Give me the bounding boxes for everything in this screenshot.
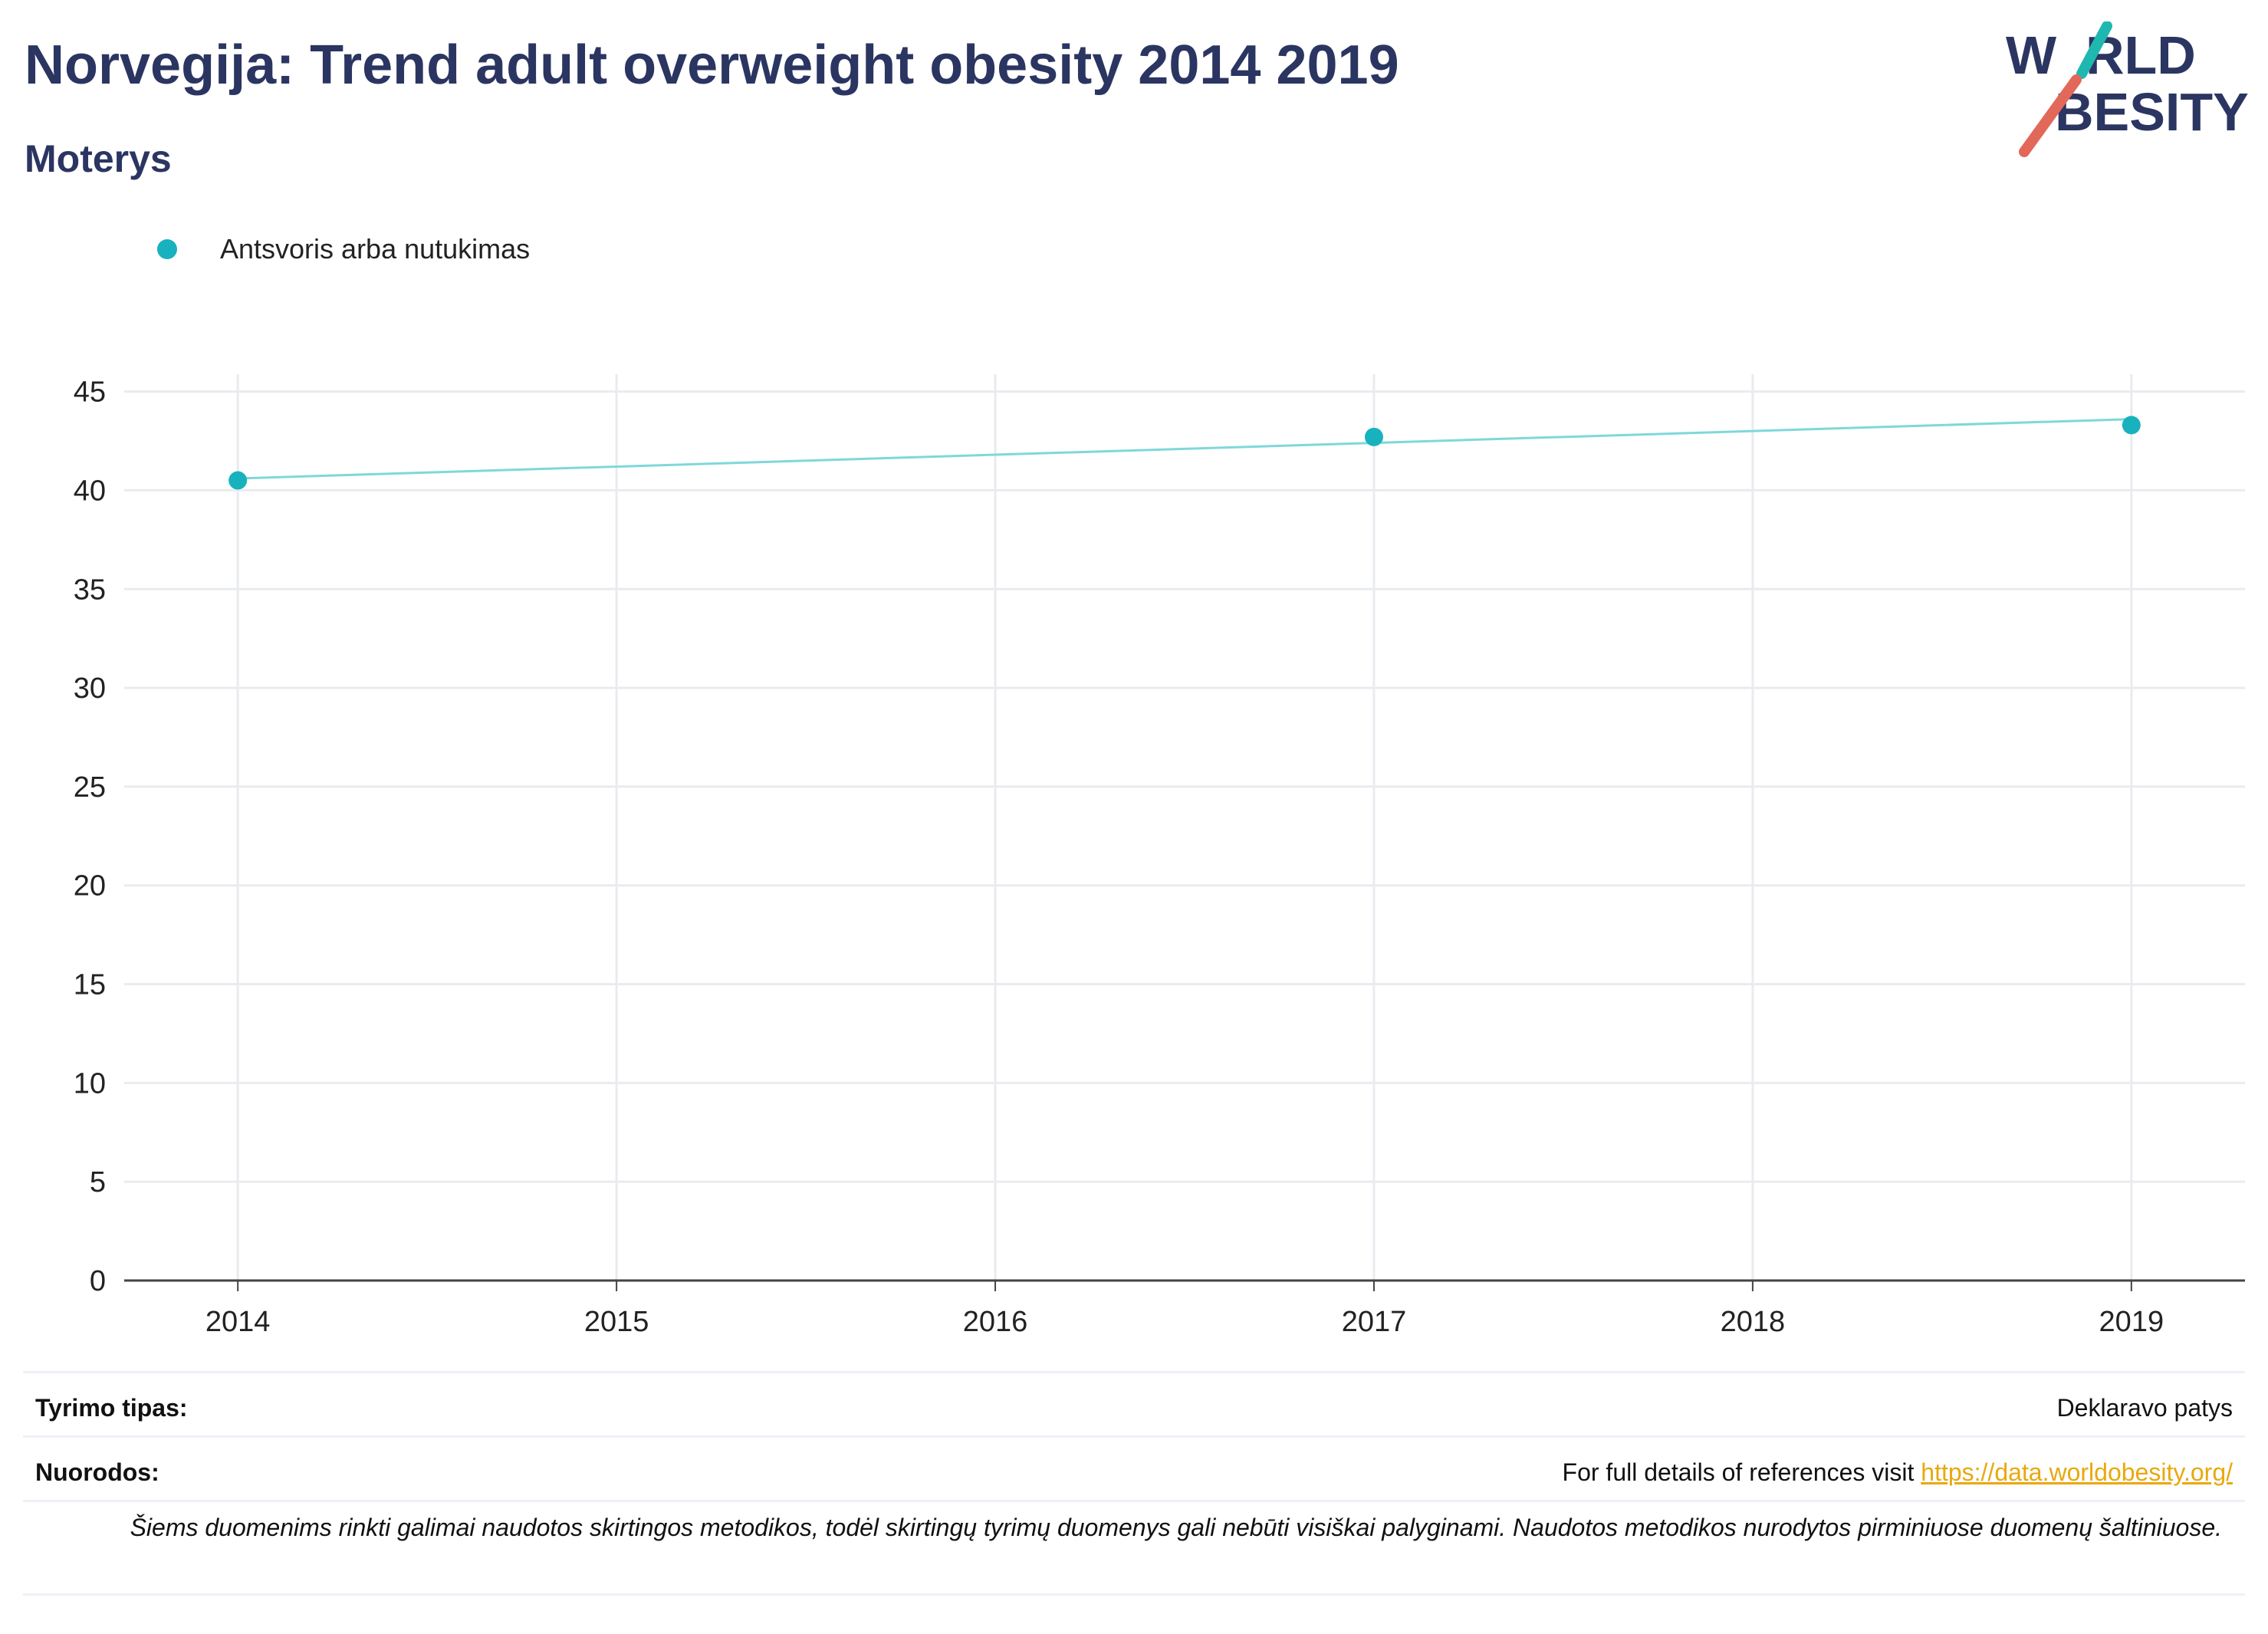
chart-legend[interactable]: Antsvoris arba nutukimas: [157, 230, 530, 268]
chart-subtitle: Moterys: [25, 137, 172, 180]
survey-type-label: Tyrimo tipas:: [35, 1394, 188, 1422]
references-value: For full details of references visit htt…: [1563, 1458, 2233, 1487]
x-tick-label: 2017: [1342, 1306, 1407, 1334]
x-tick-label: 2016: [963, 1306, 1028, 1334]
y-tick-label: 45: [74, 376, 106, 409]
line-chart: 0 5 10 15 20 25 30 35 40 45 2014 2015 2016 2017 2018 20…: [74, 374, 2245, 1334]
divider: [23, 1593, 2245, 1596]
y-tick-label: 30: [74, 672, 106, 705]
references-row: Nuorodos: For full details of references…: [23, 1458, 2245, 1492]
chart-title: Norvegija: Trend adult overweight obesit…: [25, 35, 1399, 96]
survey-type-row: Tyrimo tipas: Deklaravo patys: [23, 1394, 2245, 1428]
divider: [23, 1500, 2245, 1502]
legend-label: Antsvoris arba nutukimas: [220, 233, 531, 265]
divider: [23, 1435, 2245, 1438]
y-tick-label: 0: [90, 1265, 106, 1297]
logo-word-world: W: [2006, 25, 2056, 85]
y-tick-label: 25: [74, 771, 106, 804]
references-text: For full details of references visit: [1562, 1458, 1921, 1486]
logo-red-slash: [2019, 74, 2082, 157]
x-tick-label: 2019: [2099, 1306, 2164, 1334]
methodology-note: Šiems duomenims rinkti galimai naudotos …: [130, 1514, 2222, 1541]
survey-type-value: Deklaravo patys: [2056, 1394, 2233, 1422]
y-tick-label: 40: [74, 475, 106, 507]
x-tick-label: 2015: [584, 1306, 649, 1334]
legend-marker-icon: [157, 239, 177, 259]
references-link[interactable]: https://data.worldobesity.org/: [1921, 1458, 2233, 1486]
data-point: [228, 471, 248, 490]
y-tick-label: 35: [74, 574, 106, 606]
x-tick-label: 2018: [1721, 1306, 1786, 1334]
divider: [23, 1371, 2245, 1373]
series-line: [238, 418, 2132, 480]
y-tick-label: 10: [74, 1067, 106, 1100]
references-label: Nuorodos:: [35, 1458, 159, 1486]
x-tick-label: 2014: [205, 1306, 271, 1334]
y-tick-label: 20: [74, 870, 106, 902]
data-point: [2122, 416, 2141, 435]
logo-word-obesity: BESITY: [2055, 82, 2249, 142]
logo-teal-slash: [2076, 21, 2112, 79]
y-tick-label: 5: [90, 1166, 106, 1198]
y-tick-label: 15: [74, 969, 106, 1001]
world-obesity-logo: W RLD BESITY: [2006, 21, 2249, 157]
data-point: [1364, 427, 1383, 446]
